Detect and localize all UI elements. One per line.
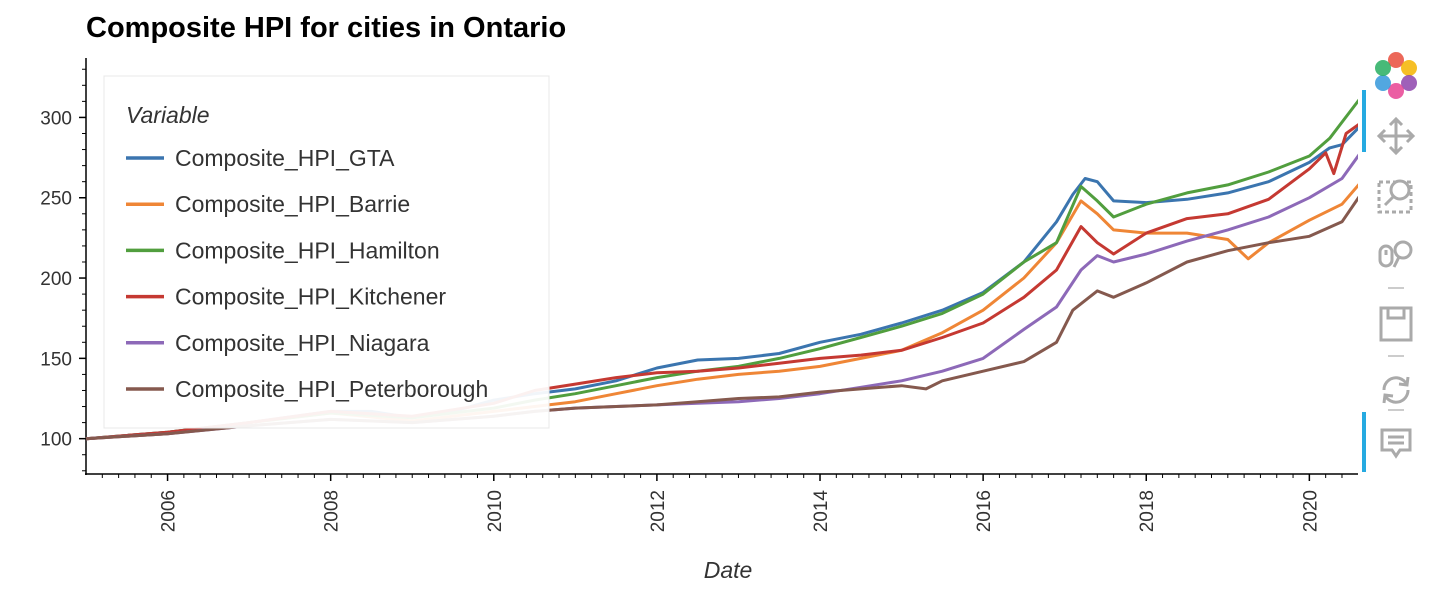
y-tick-label: 250 xyxy=(40,189,72,210)
pan-icon[interactable] xyxy=(1372,112,1420,160)
legend-entry: Composite_HPI_Niagara xyxy=(175,330,430,356)
active-tool-indicator xyxy=(1362,412,1366,472)
x-tick-label: 2016 xyxy=(974,490,995,532)
y-tick-label: 100 xyxy=(40,430,72,451)
legend-entry: Composite_HPI_Barrie xyxy=(175,191,410,217)
x-axis-label: Date xyxy=(704,557,753,583)
line-chart: 100 150 200 250 300 2006 2008 2010 2012 2014 2016 2… xyxy=(40,58,1358,583)
toolbar-separator xyxy=(1388,355,1404,357)
x-tick-label: 2006 xyxy=(159,490,180,532)
toolbar-separator xyxy=(1388,409,1404,411)
hover-icon[interactable] xyxy=(1372,422,1420,470)
chart-legend: Variable Composite_HPI_GTA Composite_HPI_B… xyxy=(103,75,550,429)
save-icon[interactable] xyxy=(1372,300,1420,348)
x-tick-label: 2012 xyxy=(648,490,669,532)
x-tick-label: 2010 xyxy=(485,490,506,532)
chart-title: Composite HPI for cities in Ontario xyxy=(86,12,567,44)
reset-icon[interactable] xyxy=(1372,366,1420,414)
x-tick-label: 2014 xyxy=(811,490,832,533)
legend-entry: Composite_HPI_Hamilton xyxy=(175,237,440,263)
y-tick-label: 150 xyxy=(40,349,72,370)
legend-title: Variable xyxy=(126,102,210,128)
chart-axes: 100 150 200 250 300 2006 2008 2010 2012 2014 2016 2… xyxy=(40,58,1358,583)
legend-entry: Composite_HPI_Peterborough xyxy=(175,376,488,402)
chart-toolbar xyxy=(1358,52,1434,482)
legend-entry: Composite_HPI_Kitchener xyxy=(175,284,446,310)
bokeh-logo-icon[interactable] xyxy=(1372,52,1420,100)
toolbar-separator xyxy=(1388,287,1404,289)
legend-entry: Composite_HPI_GTA xyxy=(175,145,395,171)
x-tick-label: 2008 xyxy=(322,490,343,532)
active-tool-indicator xyxy=(1362,90,1366,152)
y-tick-label: 300 xyxy=(40,108,72,129)
legend-box xyxy=(103,75,550,429)
x-tick-label: 2018 xyxy=(1137,490,1158,532)
x-tick-label: 2020 xyxy=(1300,490,1321,532)
y-tick-label: 200 xyxy=(40,269,72,290)
box-zoom-icon[interactable] xyxy=(1372,170,1420,218)
wheel-zoom-icon[interactable] xyxy=(1372,230,1420,278)
